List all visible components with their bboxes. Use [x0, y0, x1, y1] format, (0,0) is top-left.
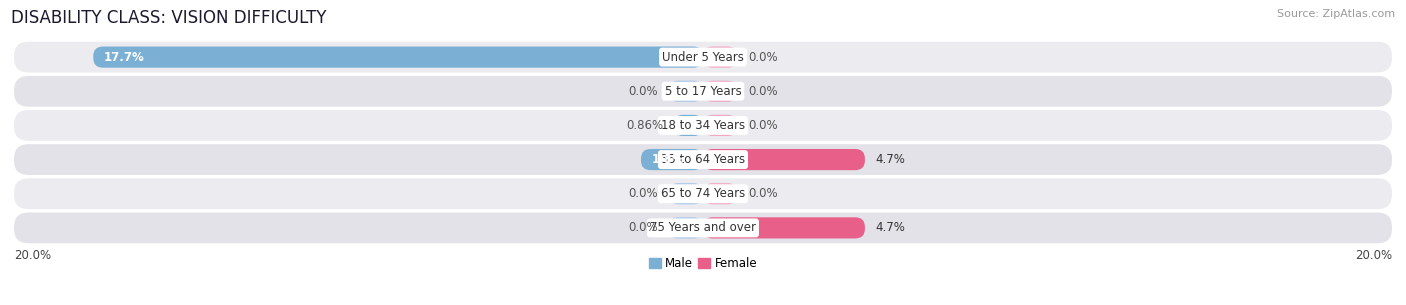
Text: 0.0%: 0.0%: [748, 187, 778, 200]
FancyBboxPatch shape: [703, 183, 738, 204]
FancyBboxPatch shape: [14, 178, 1392, 209]
Text: 0.0%: 0.0%: [748, 85, 778, 98]
FancyBboxPatch shape: [703, 81, 738, 102]
FancyBboxPatch shape: [703, 46, 738, 68]
Text: 0.0%: 0.0%: [628, 85, 658, 98]
Text: 0.0%: 0.0%: [748, 119, 778, 132]
Text: 5 to 17 Years: 5 to 17 Years: [665, 85, 741, 98]
FancyBboxPatch shape: [14, 42, 1392, 73]
Text: 20.0%: 20.0%: [1355, 249, 1392, 262]
Text: Under 5 Years: Under 5 Years: [662, 51, 744, 64]
FancyBboxPatch shape: [703, 149, 865, 170]
FancyBboxPatch shape: [14, 76, 1392, 107]
Text: 20.0%: 20.0%: [14, 249, 51, 262]
Text: 35 to 64 Years: 35 to 64 Years: [661, 153, 745, 166]
FancyBboxPatch shape: [14, 110, 1392, 141]
FancyBboxPatch shape: [669, 217, 703, 239]
Text: 0.0%: 0.0%: [628, 221, 658, 235]
Legend: Male, Female: Male, Female: [648, 257, 758, 270]
Text: Source: ZipAtlas.com: Source: ZipAtlas.com: [1277, 9, 1395, 19]
Text: 4.7%: 4.7%: [875, 221, 905, 235]
Text: 17.7%: 17.7%: [104, 51, 145, 64]
FancyBboxPatch shape: [14, 144, 1392, 175]
Text: 75 Years and over: 75 Years and over: [650, 221, 756, 235]
FancyBboxPatch shape: [673, 115, 703, 136]
FancyBboxPatch shape: [641, 149, 703, 170]
Text: 0.86%: 0.86%: [626, 119, 664, 132]
FancyBboxPatch shape: [669, 183, 703, 204]
Text: 4.7%: 4.7%: [875, 153, 905, 166]
Text: 18 to 34 Years: 18 to 34 Years: [661, 119, 745, 132]
Text: 0.0%: 0.0%: [748, 51, 778, 64]
FancyBboxPatch shape: [93, 46, 703, 68]
FancyBboxPatch shape: [669, 81, 703, 102]
Text: 0.0%: 0.0%: [628, 187, 658, 200]
FancyBboxPatch shape: [703, 217, 865, 239]
Text: 65 to 74 Years: 65 to 74 Years: [661, 187, 745, 200]
Text: 1.8%: 1.8%: [651, 153, 685, 166]
FancyBboxPatch shape: [703, 115, 738, 136]
FancyBboxPatch shape: [14, 213, 1392, 243]
Text: DISABILITY CLASS: VISION DIFFICULTY: DISABILITY CLASS: VISION DIFFICULTY: [11, 9, 326, 27]
